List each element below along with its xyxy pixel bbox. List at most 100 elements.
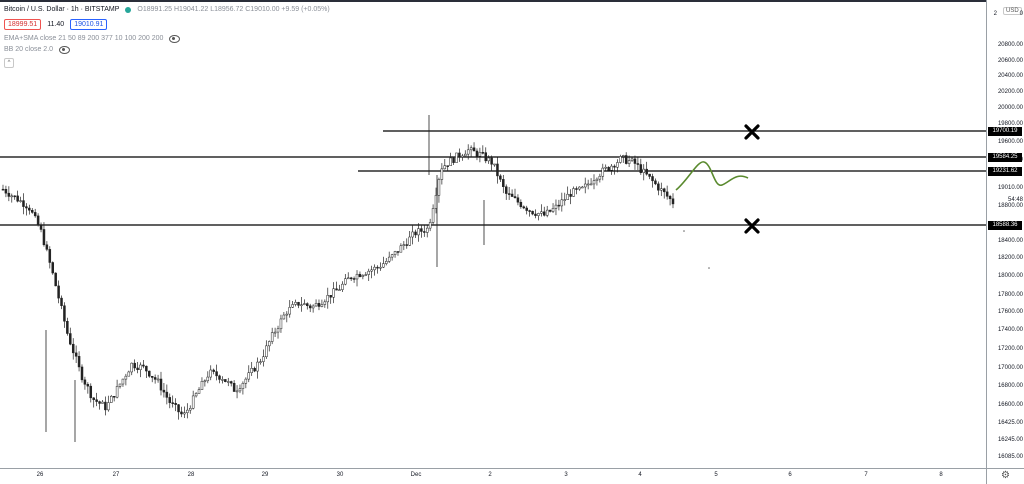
candle	[22, 193, 25, 215]
candle	[31, 208, 34, 214]
price-tick-label: 19010.00	[997, 185, 1023, 191]
candle	[171, 395, 174, 408]
candle	[130, 362, 133, 376]
candle	[150, 375, 154, 383]
candle	[560, 192, 564, 212]
candle	[414, 229, 417, 238]
candle	[197, 387, 201, 394]
candle	[241, 381, 245, 395]
candle	[95, 392, 98, 407]
candle	[636, 157, 640, 170]
candle	[311, 304, 315, 313]
candle	[633, 155, 637, 170]
indicator-row-bb[interactable]: BB 20 close 2.0	[4, 44, 330, 55]
candle	[273, 327, 277, 338]
candle	[28, 204, 31, 215]
candle	[346, 272, 350, 280]
candle	[33, 208, 37, 218]
candle	[405, 238, 409, 249]
candle	[71, 338, 75, 360]
candle	[300, 296, 303, 312]
buy-sell-row: 18999.51 11.40 19010.91	[4, 18, 330, 31]
time-scale[interactable]: 26 27 28 29 30 Dec 2 3 4 5 6 7 8	[0, 468, 986, 484]
candle	[537, 212, 540, 221]
candle	[446, 165, 449, 172]
eye-icon[interactable]	[169, 34, 181, 43]
candle	[320, 299, 324, 308]
candle	[654, 178, 657, 186]
candle	[583, 177, 587, 194]
candle	[604, 164, 607, 171]
candle	[203, 379, 207, 387]
x-mark-icon[interactable]	[744, 124, 760, 140]
chart-settings-corner[interactable]: ⚙	[986, 468, 1024, 484]
projection-curve[interactable]	[675, 161, 749, 191]
sell-button[interactable]: 18999.51	[4, 19, 42, 30]
candle	[332, 282, 335, 304]
x-mark-icon[interactable]	[744, 218, 760, 234]
candle	[598, 173, 602, 183]
candle	[107, 395, 110, 412]
candle	[259, 358, 262, 365]
candle	[595, 177, 599, 186]
chart-pane[interactable]: Bitcoin / U.S. Dollar · 1h · BITSTAMP O1…	[0, 0, 986, 468]
candle	[390, 253, 394, 261]
candle	[153, 374, 157, 384]
candle	[417, 223, 420, 242]
candle	[387, 251, 391, 263]
candle	[297, 301, 300, 309]
collapse-row: ^	[4, 57, 330, 68]
candle	[338, 284, 341, 291]
candle	[385, 258, 388, 266]
level-price-badge: 18588.36	[988, 221, 1022, 230]
candle	[183, 406, 186, 418]
candle	[329, 295, 332, 304]
candle	[45, 241, 49, 252]
candle	[74, 345, 78, 364]
candle	[16, 190, 19, 203]
time-tick-label: 26	[36, 472, 44, 478]
candle	[188, 405, 192, 414]
level-price-badge: 19700.19	[988, 127, 1022, 136]
time-tick-label: 3	[564, 472, 568, 478]
candle	[232, 380, 236, 392]
time-tick-label: 30	[336, 472, 344, 478]
candle	[624, 152, 628, 165]
candle	[209, 365, 212, 381]
currency-badge[interactable]: USD	[1003, 7, 1022, 15]
candle	[77, 351, 81, 372]
time-tick-label: 6	[788, 472, 792, 478]
candle	[504, 184, 508, 200]
price-tick-label: 20600.00	[997, 58, 1023, 64]
candle	[642, 164, 645, 181]
price-tick-label: 18200.00	[997, 255, 1023, 261]
level-price-badge: 19584.25	[988, 153, 1022, 162]
price-tick-label: 20200.00	[997, 89, 1023, 95]
candle	[393, 250, 397, 258]
candle	[317, 299, 321, 311]
time-tick-label: 5	[714, 472, 718, 478]
candle	[265, 340, 268, 359]
candlestick-chart[interactable]	[0, 0, 986, 468]
buy-button[interactable]: 19010.91	[70, 19, 108, 30]
candle	[589, 178, 593, 186]
eye-icon[interactable]	[59, 45, 71, 54]
candle	[229, 380, 233, 387]
candle	[279, 314, 283, 333]
price-tick-label: 20800.00	[997, 42, 1023, 48]
candle	[159, 371, 163, 396]
chevron-up-icon[interactable]: ^	[4, 57, 14, 68]
candle	[510, 189, 514, 197]
symbol-title[interactable]: Bitcoin / U.S. Dollar · 1h · BITSTAMP	[4, 6, 120, 13]
candle	[92, 397, 95, 408]
price-tick-label: 17600.00	[997, 309, 1023, 315]
candle	[139, 362, 142, 378]
candle	[98, 400, 101, 410]
candle	[484, 147, 488, 164]
gear-icon[interactable]: ⚙	[1001, 470, 1010, 481]
indicator-row-ema[interactable]: EMA+SMA close 21 50 89 200 377 10 100 20…	[4, 33, 330, 44]
candle	[133, 359, 136, 372]
price-scale[interactable]: USD 2 0 20800.00 20600.00 20400.00 20200.00…	[986, 0, 1024, 468]
candle	[206, 371, 210, 384]
candle	[399, 243, 403, 253]
